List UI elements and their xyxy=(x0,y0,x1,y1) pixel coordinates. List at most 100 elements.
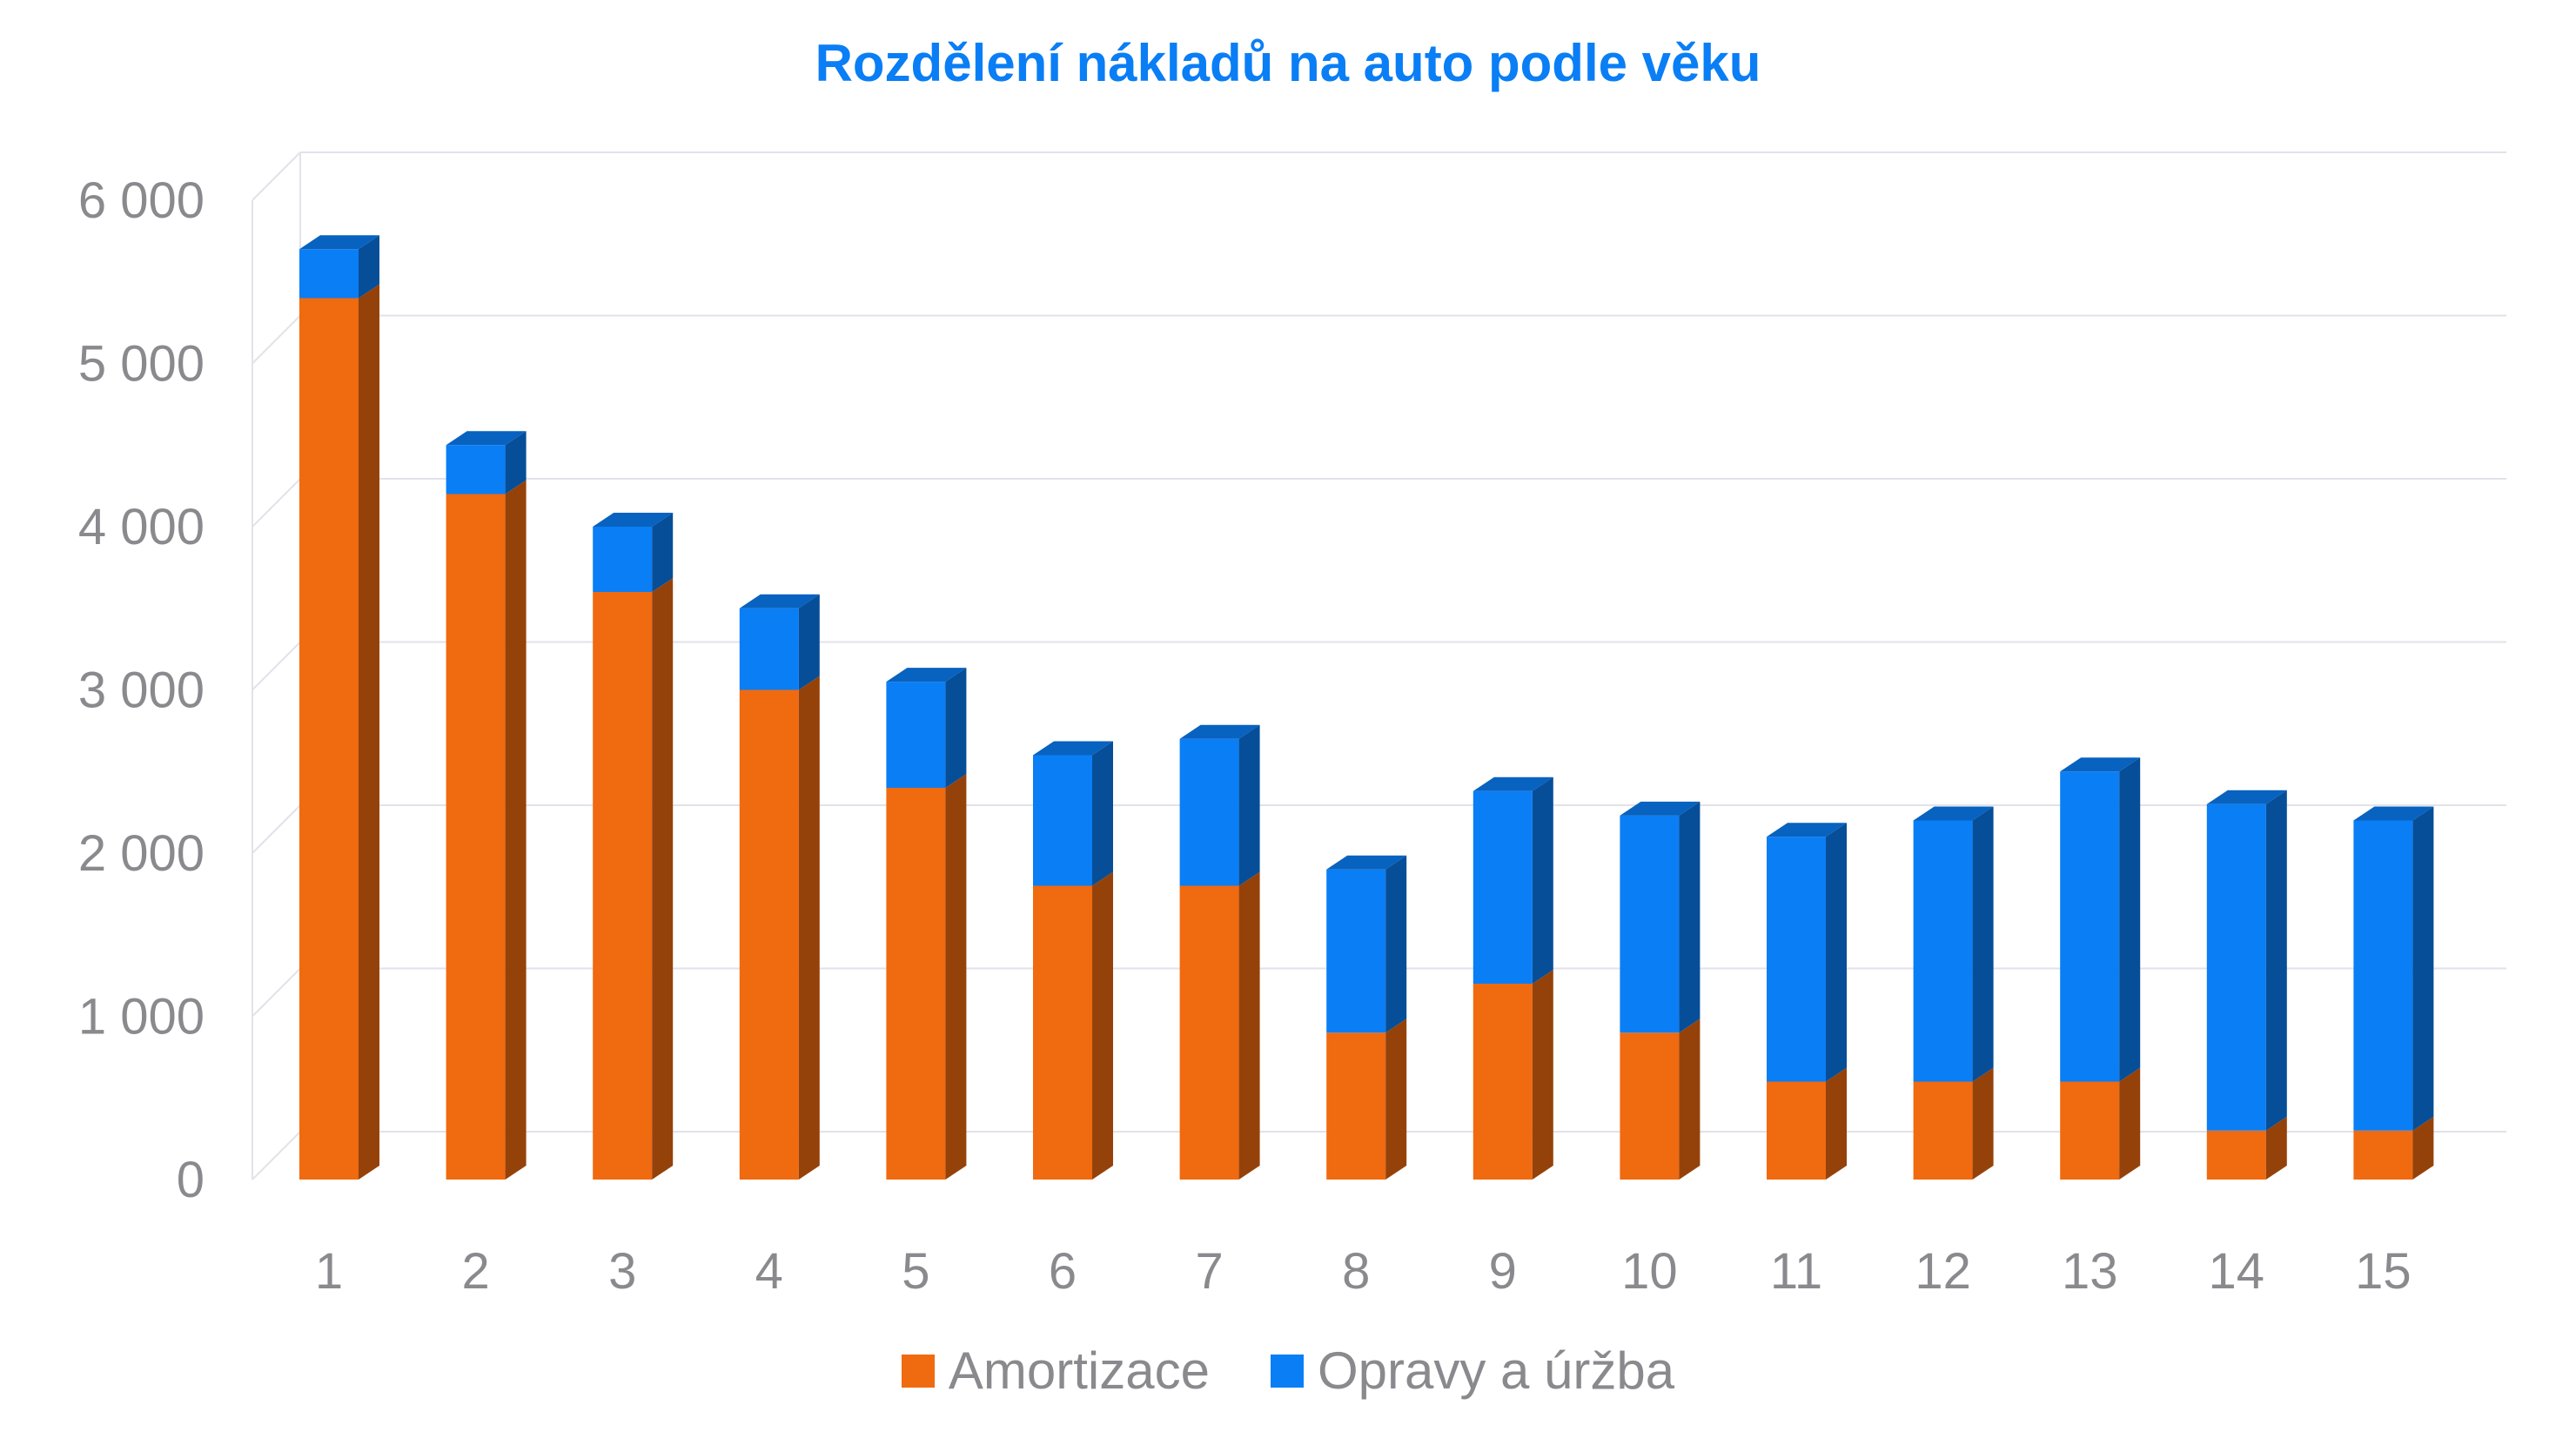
bar-side xyxy=(1385,855,1407,1033)
bar-front xyxy=(1326,1032,1386,1180)
bar-opravy-a-úržba xyxy=(593,513,674,592)
bar-front xyxy=(739,689,799,1180)
x-tick-label: 11 xyxy=(1770,1243,1822,1300)
bar-side xyxy=(1972,806,1994,1082)
bar-side xyxy=(652,578,674,1180)
gridline-depth xyxy=(252,804,301,854)
bar-side xyxy=(2412,806,2434,1131)
bar-front xyxy=(593,592,653,1180)
bar-top xyxy=(593,513,674,527)
bar-front xyxy=(1472,790,1533,984)
bar-top xyxy=(1620,801,1701,816)
x-tick-label: 12 xyxy=(1915,1243,1971,1300)
bar-side xyxy=(359,284,379,1180)
bar-top xyxy=(299,235,379,250)
bar-side xyxy=(359,235,379,299)
bar-front xyxy=(446,494,506,1180)
x-tick-label: 8 xyxy=(1342,1243,1370,1300)
bar-top xyxy=(2206,790,2287,804)
x-tick-label: 15 xyxy=(2355,1243,2412,1300)
bar-front xyxy=(2353,1130,2413,1180)
bar-front xyxy=(593,527,653,592)
bar-side xyxy=(2119,1067,2141,1180)
bar-side xyxy=(1385,1019,1407,1180)
bar-amortizace xyxy=(2353,1116,2434,1180)
gridline-depth xyxy=(252,151,301,201)
bar-side xyxy=(1532,970,1553,1180)
bar-front xyxy=(1033,755,1092,886)
bar-side xyxy=(1092,871,1113,1180)
bar-front xyxy=(1767,1081,1826,1180)
gridline-depth xyxy=(252,314,301,365)
bar-front xyxy=(1472,984,1533,1180)
bar-side xyxy=(2412,1116,2434,1180)
bar-side xyxy=(798,676,820,1180)
x-tick-label: 5 xyxy=(902,1243,929,1300)
bar-side xyxy=(2265,790,2287,1131)
bar-opravy-a-úržba xyxy=(1033,741,1113,886)
x-tick-label: 4 xyxy=(755,1243,783,1300)
legend-item: Opravy a úržba xyxy=(1270,1341,1675,1401)
bar-front xyxy=(1179,738,1239,886)
bar-amortizace xyxy=(1472,970,1553,1180)
chart-title: Rozdělení nákladů na auto podle věku xyxy=(815,34,1761,92)
bar-top xyxy=(1179,724,1260,739)
bar-opravy-a-úržba xyxy=(1326,855,1407,1033)
bar-opravy-a-úržba xyxy=(1767,823,1847,1082)
bar-front xyxy=(2060,1081,2120,1180)
bar-front xyxy=(2060,771,2120,1082)
bar-front xyxy=(1913,1081,1973,1180)
bar-top xyxy=(2353,806,2434,821)
bar-top xyxy=(1326,855,1407,870)
legend-label: Opravy a úržba xyxy=(1317,1341,1675,1400)
x-tick-label: 1 xyxy=(315,1243,343,1300)
bar-amortizace xyxy=(1913,1067,1994,1180)
y-tick-label: 5 000 xyxy=(78,336,205,393)
bar-front xyxy=(1913,820,1973,1082)
legend-label: Amortizace xyxy=(948,1341,1210,1400)
bar-front xyxy=(886,788,946,1180)
legend-swatch xyxy=(901,1354,935,1388)
y-tick-label: 3 000 xyxy=(78,662,205,719)
bar-side xyxy=(652,513,674,592)
bar-side xyxy=(1532,777,1553,984)
gridline-depth xyxy=(252,1131,301,1180)
bar-side xyxy=(2265,1116,2287,1180)
bar-amortizace xyxy=(1326,1019,1407,1180)
bar-front xyxy=(739,608,799,690)
bar-opravy-a-úržba xyxy=(1179,724,1260,886)
gridline-depth xyxy=(252,641,301,691)
bar-top xyxy=(1913,806,1994,821)
bar-top xyxy=(739,594,820,608)
bar-opravy-a-úržba xyxy=(1620,801,1701,1033)
bar-front xyxy=(1033,885,1092,1180)
bar-top xyxy=(1033,741,1113,756)
bar-front xyxy=(1179,885,1239,1180)
bar-front xyxy=(299,298,359,1180)
y-tick-label: 0 xyxy=(177,1152,205,1208)
x-tick-label: 3 xyxy=(608,1243,636,1300)
bar-top xyxy=(2060,757,2141,772)
bar-front xyxy=(2206,803,2266,1131)
bar-side xyxy=(798,594,820,690)
bar-front xyxy=(1620,815,1680,1033)
x-tick-label: 2 xyxy=(461,1243,489,1300)
bar-amortizace xyxy=(1179,871,1260,1180)
x-axis-ticks: 1 2 3 4 5 6 7 8 9 10 11 12 13 14 15 xyxy=(315,1243,2412,1300)
legend: Amortizace Opravy a úržba xyxy=(0,1341,2576,1401)
bar-side xyxy=(505,431,527,494)
bar-top xyxy=(446,431,527,446)
bar-side xyxy=(1092,741,1113,886)
bar-opravy-a-úržba xyxy=(446,431,527,494)
gridline-depth xyxy=(252,967,301,1018)
x-tick-label: 7 xyxy=(1195,1243,1223,1300)
bar-amortizace xyxy=(593,578,674,1180)
bar-amortizace xyxy=(299,284,379,1180)
bar-opravy-a-úržba xyxy=(886,668,967,788)
bar-opravy-a-úržba xyxy=(2206,790,2287,1131)
bar-opravy-a-úržba xyxy=(2353,806,2434,1131)
bar-front xyxy=(299,249,359,299)
x-tick-label: 6 xyxy=(1049,1243,1077,1300)
bar-amortizace xyxy=(739,676,820,1180)
y-tick-label: 1 000 xyxy=(78,989,205,1045)
